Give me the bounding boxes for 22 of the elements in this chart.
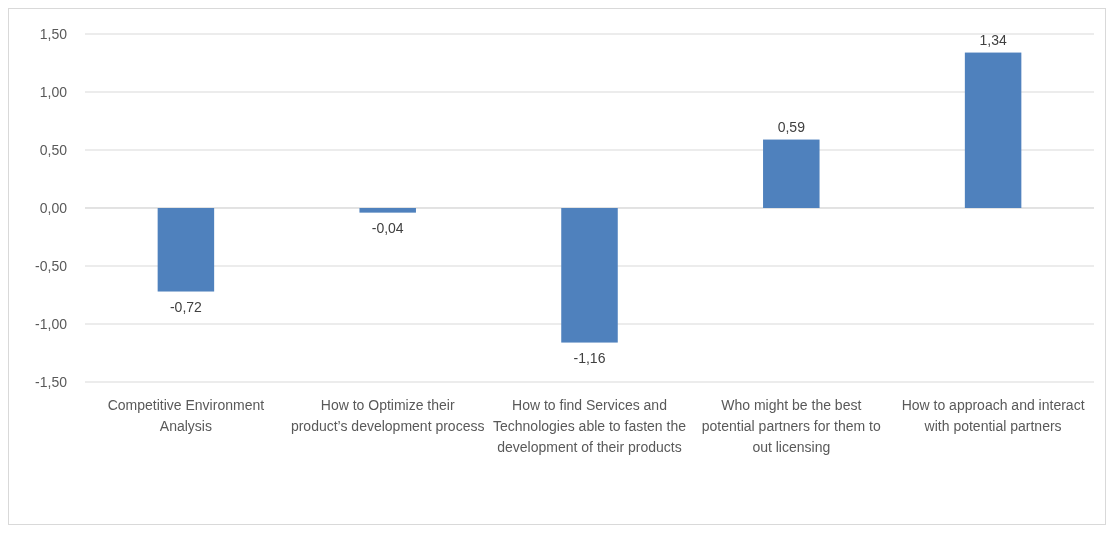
y-tick-label: 0,50 — [39, 141, 68, 158]
bar — [964, 52, 1022, 208]
x-tick-label: How to approach and interact with potential partners — [901, 397, 1085, 434]
bar — [763, 139, 820, 208]
data-label: -0,72 — [169, 298, 203, 315]
bar — [359, 208, 416, 213]
y-tick-label: 0,00 — [39, 199, 68, 216]
x-tick-label: Who might be the best potential partners for them to out licensing — [701, 397, 881, 455]
bar — [561, 208, 618, 343]
y-tick-label: 1,50 — [39, 25, 68, 42]
bar — [157, 208, 215, 292]
x-tick-label: How to find Services and Technologies able to fasten the development of their products — [492, 397, 687, 455]
x-tick-label: How to Optimize their product’s development process — [290, 397, 485, 434]
data-label: -1,16 — [573, 349, 606, 366]
data-label: 0,59 — [777, 118, 806, 135]
data-label: -0,04 — [371, 219, 404, 236]
data-label: 1,34 — [979, 31, 1007, 48]
y-tick-label: -1,00 — [35, 315, 68, 332]
y-tick-label: -1,50 — [35, 373, 68, 390]
y-tick-label: 1,00 — [39, 83, 68, 100]
x-tick-label: Competitive Environment Analysis — [107, 397, 265, 434]
y-tick-label: -0,50 — [35, 257, 68, 274]
